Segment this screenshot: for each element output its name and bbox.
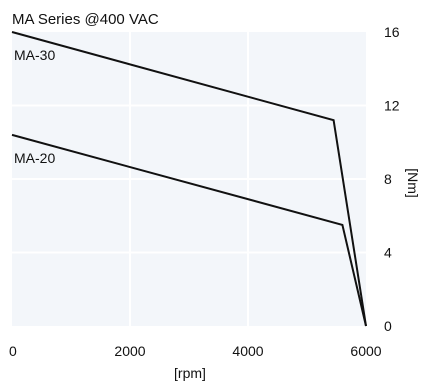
chart-title: MA Series @400 VAC	[12, 11, 159, 28]
series-layer: MA-30 MA-20	[11, 31, 367, 327]
y-tick-label: 12	[384, 98, 400, 114]
x-tick-label: 2000	[114, 343, 145, 359]
x-axis-ticks: 0 2000 4000 6000	[9, 343, 382, 359]
x-tick-label: 4000	[232, 343, 263, 359]
x-tick-label: 6000	[350, 343, 381, 359]
y-axis-ticks: 0 4 8 12 16	[384, 24, 400, 334]
y-tick-label: 8	[384, 171, 392, 187]
series-line-ma-30	[11, 31, 367, 327]
y-tick-label: 16	[384, 24, 400, 40]
grid	[12, 32, 366, 326]
y-tick-label: 0	[384, 318, 392, 334]
y-axis-label: [Nm]	[405, 168, 421, 198]
series-line-ma-20	[11, 133, 367, 327]
x-tick-label: 0	[9, 343, 17, 359]
series-label-ma-30: MA-30	[14, 47, 55, 63]
y-tick-label: 4	[384, 245, 392, 261]
series-label-ma-20: MA-20	[14, 150, 55, 166]
x-axis-label: [rpm]	[174, 365, 206, 381]
